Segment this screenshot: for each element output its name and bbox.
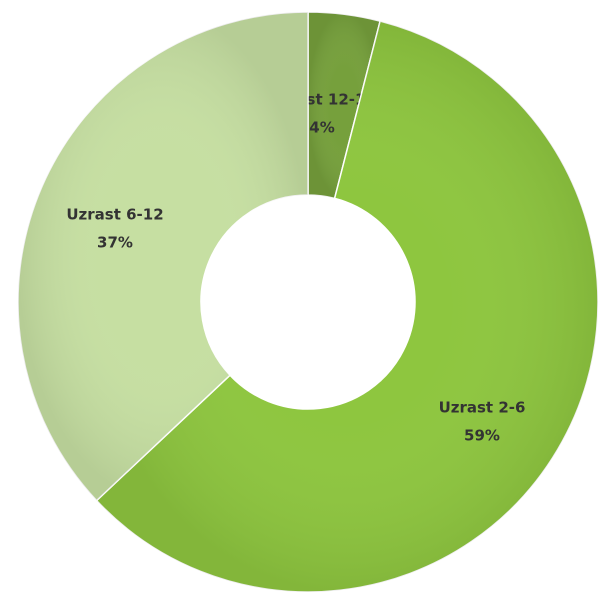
slice-label: Uzrast 2-6 xyxy=(439,399,526,417)
slice-value-label: 37% xyxy=(97,234,133,252)
slice-shade xyxy=(308,12,381,199)
slice-shade xyxy=(17,12,308,501)
slice-value-label: 59% xyxy=(464,427,500,445)
slice-shade xyxy=(96,21,599,592)
slice-value-label: 4% xyxy=(309,119,334,137)
slice-label: Uzrast 6-12 xyxy=(66,206,163,224)
